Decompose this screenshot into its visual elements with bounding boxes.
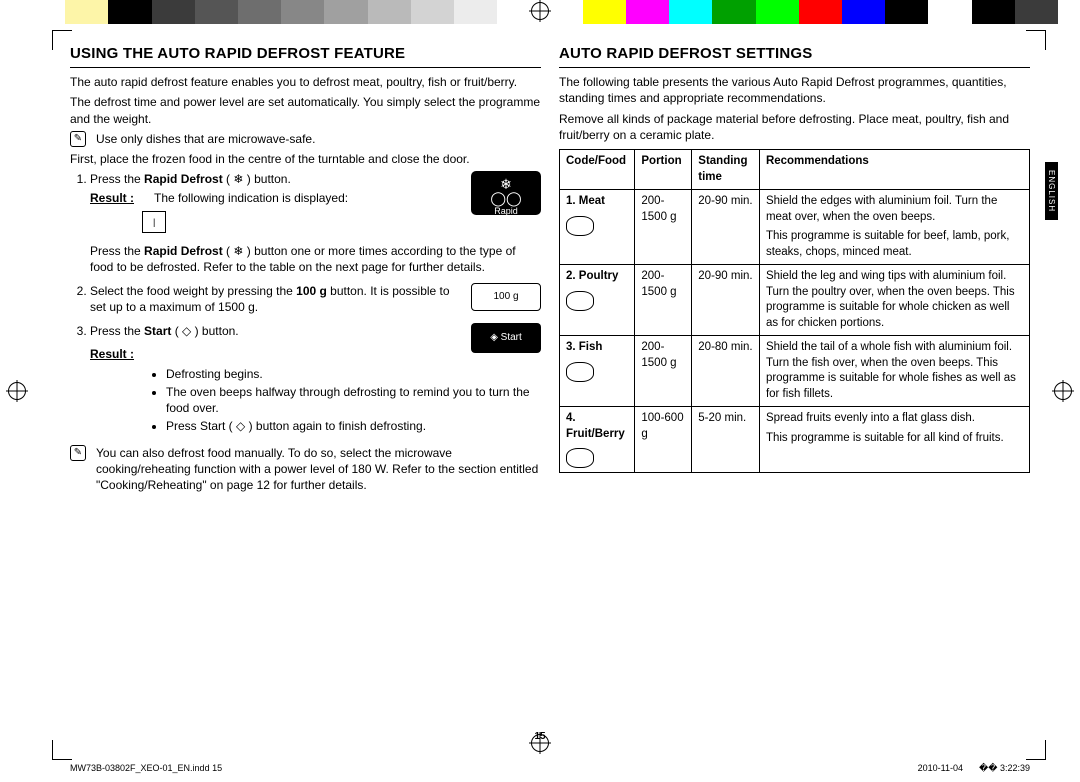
th-code: Code/Food — [560, 150, 635, 190]
note-text: Use only dishes that are microwave-safe. — [96, 131, 541, 147]
step-item: ◈ Start Press the Start ( ◇ ) button. Re… — [90, 323, 541, 436]
table-row: 2. Poultry200-1500 g20-90 min.Shield the… — [560, 265, 1030, 336]
defrost-settings-table: Code/Food Portion Standing time Recommen… — [559, 149, 1030, 473]
step-extra-text: Press the Rapid Defrost ( ❄ ) button one… — [90, 243, 541, 275]
result-label: Result : — [90, 346, 142, 362]
cell-recommendations: Shield the tail of a whole fish with alu… — [759, 336, 1029, 407]
step-list: ❄◯◯ Rapid Press the Rapid Defrost ( ❄ ) … — [70, 171, 541, 436]
result-bullet-list: Defrosting begins. The oven beeps halfway… — [150, 366, 541, 435]
th-standing: Standing time — [692, 150, 760, 190]
heading-using-defrost: USING THE AUTO RAPID DEFROST FEATURE — [70, 44, 541, 68]
text-frag: Press the — [90, 244, 144, 258]
note-row: ✎ Use only dishes that are microwave-saf… — [70, 131, 541, 147]
th-recommendations: Recommendations — [759, 150, 1029, 190]
page-number: 15 — [534, 731, 545, 742]
cell-code: 3. Fish — [560, 336, 635, 407]
cell-code: 1. Meat — [560, 190, 635, 265]
footer-date: 2010-11-04 — [918, 763, 963, 774]
start-label: Start — [144, 324, 171, 338]
cell-standing: 20-90 min. — [692, 265, 760, 336]
note-row: ✎ You can also defrost food manually. To… — [70, 445, 541, 494]
intro-text: The auto rapid defrost feature enables y… — [70, 74, 541, 90]
step-item: 100 g Select the food weight by pressing… — [90, 283, 541, 315]
food-icon — [566, 291, 594, 311]
cell-recommendations: Shield the leg and wing tips with alumin… — [759, 265, 1029, 336]
step-text: Select the food weight by pressing the — [90, 284, 296, 298]
table-row: 1. Meat200-1500 g20-90 min.Shield the ed… — [560, 190, 1030, 265]
cell-portion: 200-1500 g — [635, 190, 692, 265]
result-bullet: The oven beeps halfway through defrostin… — [166, 384, 541, 416]
cell-standing: 20-90 min. — [692, 190, 760, 265]
th-portion: Portion — [635, 150, 692, 190]
result-bullet: Defrosting begins. — [166, 366, 541, 382]
cell-code: 4. Fruit/Berry — [560, 407, 635, 473]
cell-portion: 200-1500 g — [635, 336, 692, 407]
rapid-defrost-label: Rapid Defrost — [144, 244, 223, 258]
footer-filename: MW73B-03802F_XEO-01_EN.indd 15 — [70, 763, 222, 774]
table-row: 4. Fruit/Berry100-600 g5-20 min.Spread f… — [560, 407, 1030, 473]
registration-mark-right — [1054, 382, 1072, 400]
instruction-text: First, place the frozen food in the cent… — [70, 151, 541, 167]
registration-mark-left — [8, 382, 26, 400]
100g-label: 100 g — [296, 284, 327, 298]
step-text: Press the — [90, 172, 144, 186]
note-text: You can also defrost food manually. To d… — [96, 445, 541, 494]
footer: MW73B-03802F_XEO-01_EN.indd 15 2010-11-0… — [70, 763, 1030, 774]
step-text: ( ◇ ) button. — [171, 324, 238, 338]
food-icon — [566, 362, 594, 382]
table-body: 1. Meat200-1500 g20-90 min.Shield the ed… — [560, 190, 1030, 473]
rapid-defrost-button-graphic: ❄◯◯ Rapid — [471, 171, 541, 215]
footer-time: �� 3:22:39 — [979, 763, 1030, 774]
cell-code: 2. Poultry — [560, 265, 635, 336]
crop-mark — [52, 740, 72, 760]
snowflake-icon: ❄◯◯ — [471, 177, 541, 205]
intro-text: The following table presents the various… — [559, 74, 1030, 106]
note-icon: ✎ — [70, 131, 86, 147]
cell-portion: 100-600 g — [635, 407, 692, 473]
step-text: ( ❄ ) button. — [223, 172, 291, 186]
food-icon — [566, 448, 594, 468]
note-icon: ✎ — [70, 445, 86, 461]
table-header-row: Code/Food Portion Standing time Recommen… — [560, 150, 1030, 190]
page-content: USING THE AUTO RAPID DEFROST FEATURE The… — [70, 44, 1030, 732]
table-row: 3. Fish200-1500 g20-80 min.Shield the ta… — [560, 336, 1030, 407]
cell-portion: 200-1500 g — [635, 265, 692, 336]
cell-recommendations: Spread fruits evenly into a flat glass d… — [759, 407, 1029, 473]
left-column: USING THE AUTO RAPID DEFROST FEATURE The… — [70, 44, 541, 732]
registration-mark-top — [531, 2, 549, 20]
start-button-graphic: ◈ Start — [471, 323, 541, 353]
crop-mark — [52, 30, 72, 50]
language-tab: ENGLISH — [1045, 162, 1058, 220]
step-text: Press the — [90, 324, 144, 338]
cell-recommendations: Shield the edges with aluminium foil. Tu… — [759, 190, 1029, 265]
cell-standing: 20-80 min. — [692, 336, 760, 407]
heading-defrost-settings: AUTO RAPID DEFROST SETTINGS — [559, 44, 1030, 68]
result-label: Result : — [90, 190, 142, 206]
result-text: The following indication is displayed: — [154, 190, 463, 206]
crop-mark — [1026, 740, 1046, 760]
intro-text: Remove all kinds of package material bef… — [559, 111, 1030, 143]
cell-standing: 5-20 min. — [692, 407, 760, 473]
rapid-defrost-label: Rapid Defrost — [144, 172, 223, 186]
right-column: AUTO RAPID DEFROST SETTINGS The followin… — [559, 44, 1030, 732]
display-indicator-box: | — [142, 211, 166, 233]
step-item: ❄◯◯ Rapid Press the Rapid Defrost ( ❄ ) … — [90, 171, 541, 275]
color-swatch-bar-right — [540, 0, 1058, 24]
intro-text: The defrost time and power level are set… — [70, 94, 541, 126]
food-icon — [566, 216, 594, 236]
100g-button-graphic: 100 g — [471, 283, 541, 311]
rapid-label: Rapid — [494, 206, 518, 216]
result-bullet: Press Start ( ◇ ) button again to finish… — [166, 418, 541, 434]
color-swatch-bar-left — [22, 0, 540, 24]
